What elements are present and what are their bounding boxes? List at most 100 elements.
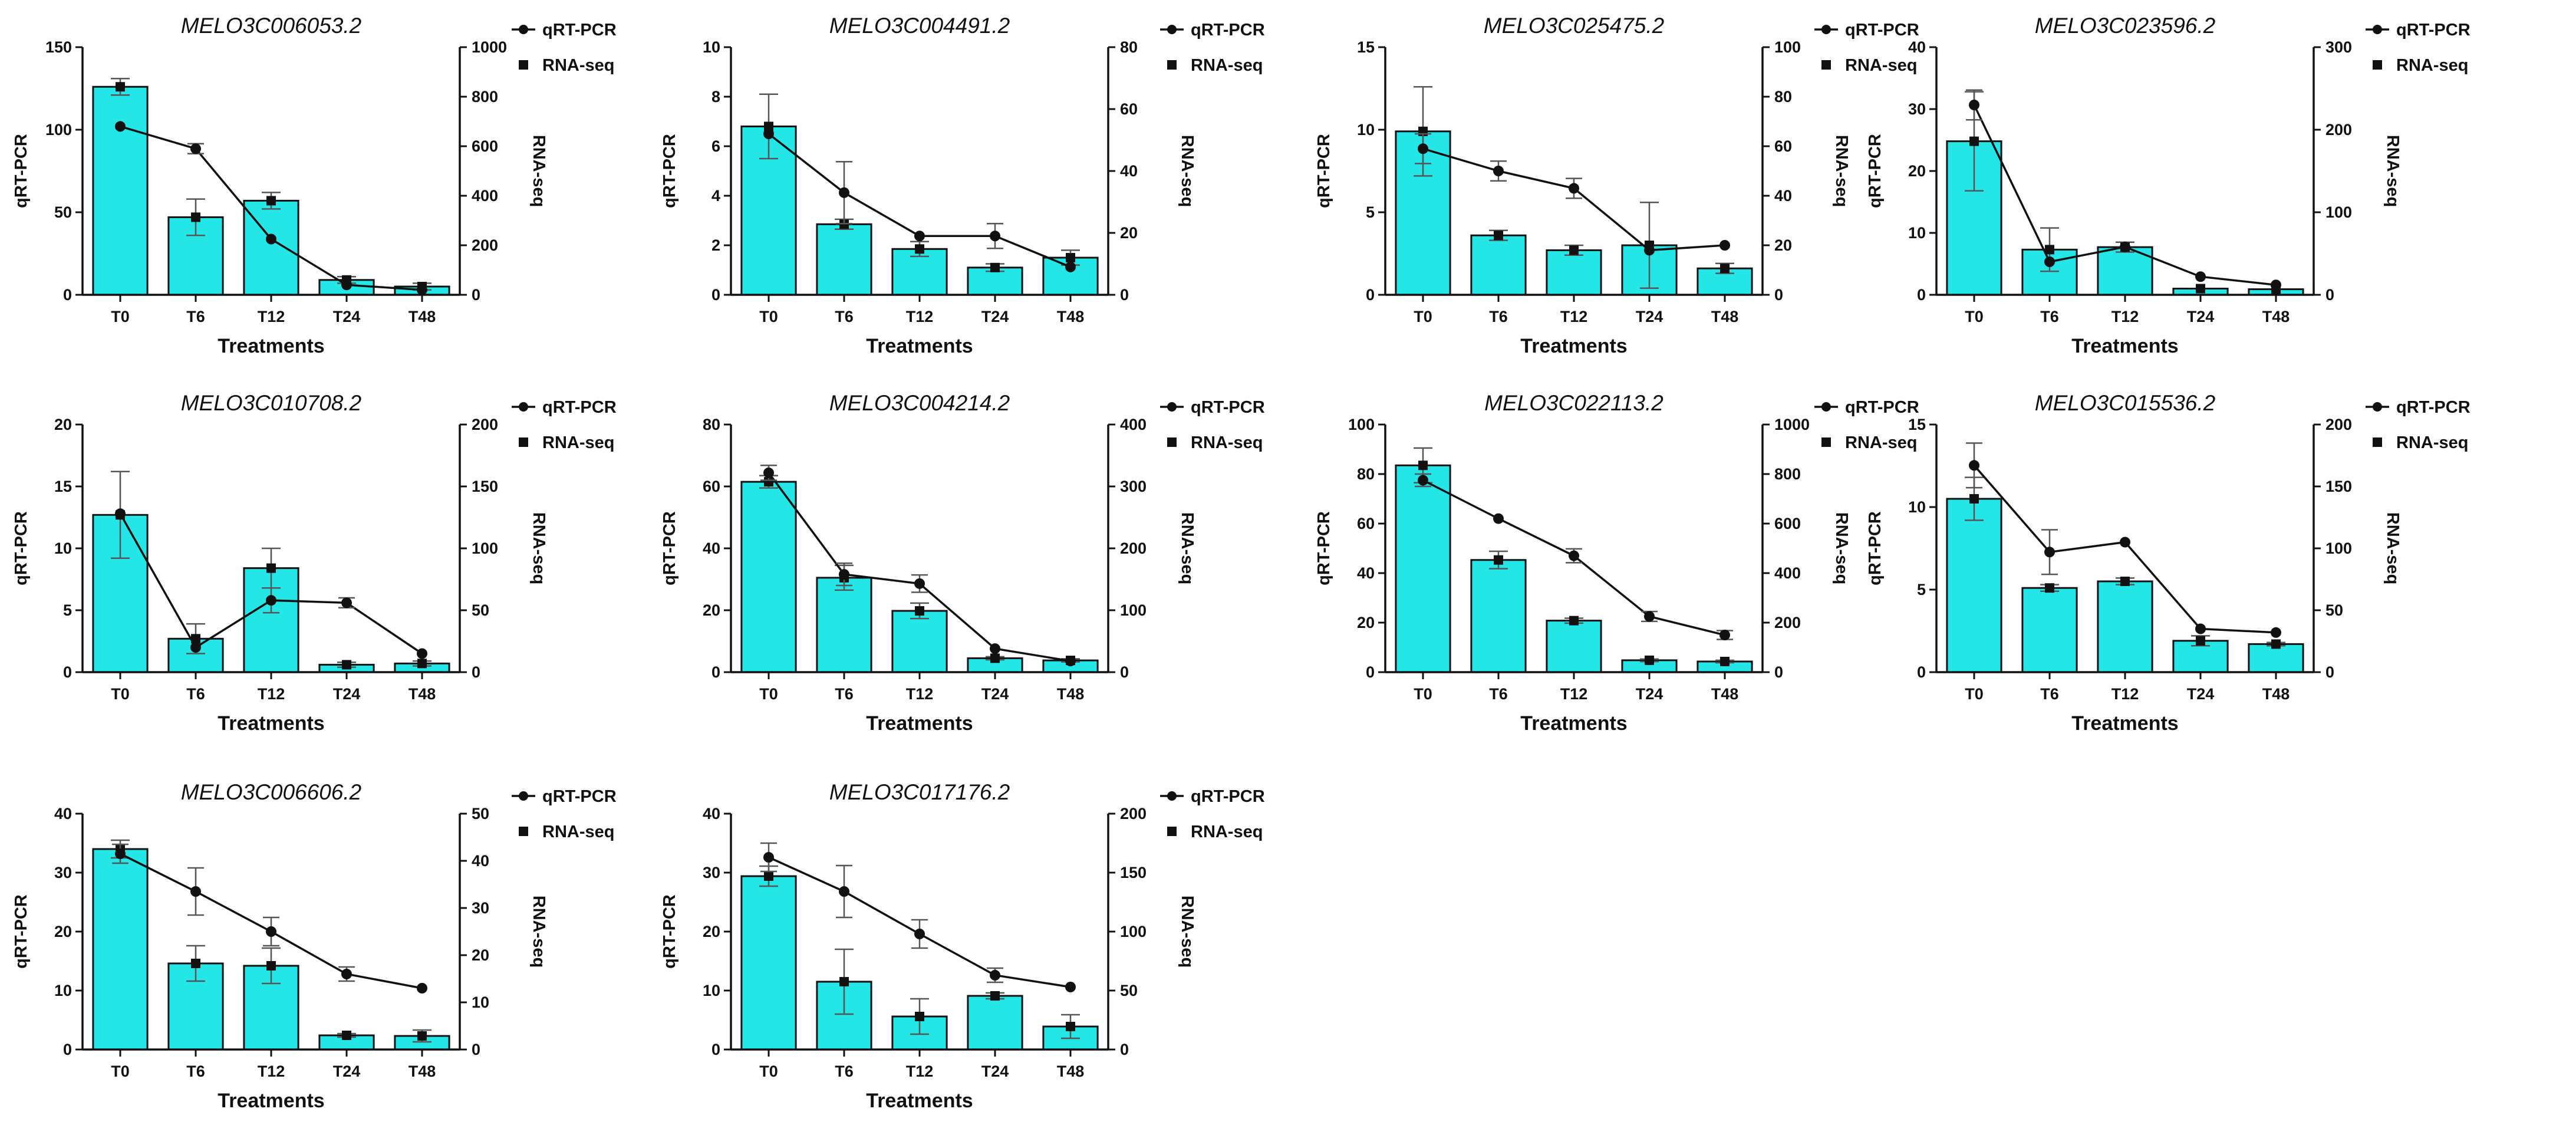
legend-circle-swatch xyxy=(1821,25,1831,34)
right-axis-tick-label: 20 xyxy=(1774,236,1792,254)
qrt-pcr-marker-t0 xyxy=(1969,494,1979,504)
qrt-pcr-bar-t12 xyxy=(1546,249,1602,296)
rna-seq-point-t24 xyxy=(990,231,1000,242)
left-axis-title: qRT-PCR xyxy=(1866,511,1885,585)
left-axis-tick-label: 20 xyxy=(703,923,720,940)
legend: qRT-PCR RNA-seq xyxy=(512,21,617,75)
qrt-pcr-marker-t24 xyxy=(990,653,1000,663)
left-axis-tick-label: 60 xyxy=(703,478,720,495)
rna-seq-point-t6 xyxy=(839,187,849,198)
right-axis-title: RNA-seq xyxy=(1832,512,1851,584)
right-axis-tick-label: 1000 xyxy=(1774,416,1810,433)
qrt-pcr-marker-t12 xyxy=(2120,577,2130,586)
x-axis-tick-label: T48 xyxy=(1057,1062,1085,1080)
qrt-pcr-marker-t6 xyxy=(191,212,200,222)
left-axis-title: qRT-PCR xyxy=(660,511,679,585)
rna-seq-point-t0 xyxy=(763,852,774,863)
chart-panel-6: 0 20 40 60 80 0 100 200 300 400 T0 T6 T12 T24 T48 MELO3… xyxy=(660,391,1265,735)
qrt-pcr-marker-t6 xyxy=(191,959,200,968)
x-axis-tick-label: T6 xyxy=(835,308,854,325)
rna-seq-point-t0 xyxy=(763,467,774,478)
rna-seq-point-t0 xyxy=(1418,143,1428,154)
chart-panel-2: 0 2 4 6 8 10 0 20 40 60 80 T0 T6 T12 T24 T48 MELO3C00449… xyxy=(660,14,1265,357)
left-axis-tick-label: 30 xyxy=(54,864,72,881)
qrt-pcr-marker-t24 xyxy=(2196,284,2205,294)
rna-seq-point-t12 xyxy=(914,929,925,939)
x-axis-tick-label: T6 xyxy=(835,1062,854,1080)
qrt-pcr-marker-t6 xyxy=(839,977,849,986)
x-axis-tick-label: T12 xyxy=(258,308,285,325)
gene-title: MELO3C017176.2 xyxy=(829,780,1010,804)
right-axis-tick-label: 400 xyxy=(472,187,498,205)
legend-square-swatch xyxy=(519,437,528,447)
right-axis-tick-label: 600 xyxy=(1774,515,1801,532)
legend-circle-swatch xyxy=(1821,402,1831,412)
right-axis-tick-label: 60 xyxy=(1774,137,1792,155)
gene-title: MELO3C006606.2 xyxy=(181,780,362,804)
rna-seq-point-t6 xyxy=(839,886,849,897)
right-axis-tick-label: 80 xyxy=(1774,88,1792,106)
left-axis-tick-label: 40 xyxy=(1357,564,1375,582)
right-axis-tick-label: 150 xyxy=(472,478,498,495)
left-axis-tick-label: 0 xyxy=(1366,286,1375,304)
left-axis-tick-label: 2 xyxy=(711,236,720,254)
rna-seq-point-t24 xyxy=(1644,245,1655,256)
x-axis-tick-label: T24 xyxy=(333,308,361,325)
left-axis-tick-label: 40 xyxy=(54,805,72,823)
left-axis-tick-label: 0 xyxy=(1917,286,1926,304)
right-axis-tick-label: 40 xyxy=(472,852,489,870)
qrt-pcr-marker-t0 xyxy=(1969,136,1979,146)
x-axis-tick-label: T12 xyxy=(906,685,934,703)
right-axis-tick-label: 800 xyxy=(472,88,498,106)
rna-seq-point-t6 xyxy=(839,569,849,580)
legend-square-swatch xyxy=(1821,437,1831,447)
right-axis-tick-label: 0 xyxy=(1774,663,1783,681)
legend-label-rna-seq: RNA-seq xyxy=(542,433,614,452)
x-axis-tick-label: T48 xyxy=(2262,685,2290,703)
qrt-pcr-marker-t0 xyxy=(116,82,125,92)
rna-seq-line xyxy=(1422,147,1725,252)
right-axis-tick-label: 0 xyxy=(1120,1041,1129,1058)
rna-seq-point-t0 xyxy=(115,508,126,519)
right-axis-tick-label: 400 xyxy=(1774,564,1801,582)
x-axis-tick-label: T24 xyxy=(2187,685,2215,703)
x-axis-tick-label: T0 xyxy=(111,1062,130,1080)
legend-label-qrt-pcr: qRT-PCR xyxy=(542,398,617,417)
rna-seq-point-t6 xyxy=(2044,547,2055,558)
rna-seq-point-t12 xyxy=(914,578,925,589)
gene-title: MELO3C015536.2 xyxy=(2035,391,2216,415)
qrt-pcr-bar-t0 xyxy=(92,85,149,296)
qrt-pcr-marker-t6 xyxy=(1494,231,1503,241)
rna-seq-point-t48 xyxy=(1065,982,1076,992)
legend-label-rna-seq: RNA-seq xyxy=(1191,56,1263,75)
qrt-pcr-marker-t6 xyxy=(2045,245,2054,255)
left-axis-tick-label: 100 xyxy=(45,121,72,139)
legend-label-qrt-pcr: qRT-PCR xyxy=(2396,21,2470,40)
legend-label-qrt-pcr: qRT-PCR xyxy=(1191,398,1265,417)
right-axis-tick-label: 50 xyxy=(2325,601,2343,619)
chart-panel-4: 0 10 20 30 40 0 100 200 300 T0 T6 T12 T24 T48 MELO3C02… xyxy=(1866,14,2470,357)
qrt-pcr-marker-t0 xyxy=(1418,460,1428,471)
left-axis-tick-label: 20 xyxy=(54,923,72,940)
rna-seq-point-t48 xyxy=(1719,240,1730,251)
qrt-pcr-marker-t0 xyxy=(764,477,773,487)
left-axis-title: qRT-PCR xyxy=(1866,134,1885,208)
x-axis-tick-label: T24 xyxy=(1636,308,1663,325)
right-axis-tick-label: 600 xyxy=(472,137,498,155)
x-axis-tick-label: T12 xyxy=(906,1062,934,1080)
qrt-pcr-bar-t0 xyxy=(740,875,797,1051)
rna-seq-point-t12 xyxy=(2120,241,2130,252)
x-axis-tick-label: T0 xyxy=(1965,308,1984,325)
right-axis-tick-label: 60 xyxy=(1120,100,1138,118)
rna-seq-point-t12 xyxy=(914,231,925,242)
x-axis-tick-label: T48 xyxy=(1711,308,1739,325)
left-axis-tick-label: 20 xyxy=(1357,614,1375,631)
right-axis-tick-label: 300 xyxy=(2325,38,2352,56)
left-axis-tick-label: 150 xyxy=(45,38,72,56)
gene-title: MELO3C023596.2 xyxy=(2035,14,2216,38)
legend-label-rna-seq: RNA-seq xyxy=(1191,823,1263,841)
x-axis-tick-label: T48 xyxy=(1057,685,1085,703)
